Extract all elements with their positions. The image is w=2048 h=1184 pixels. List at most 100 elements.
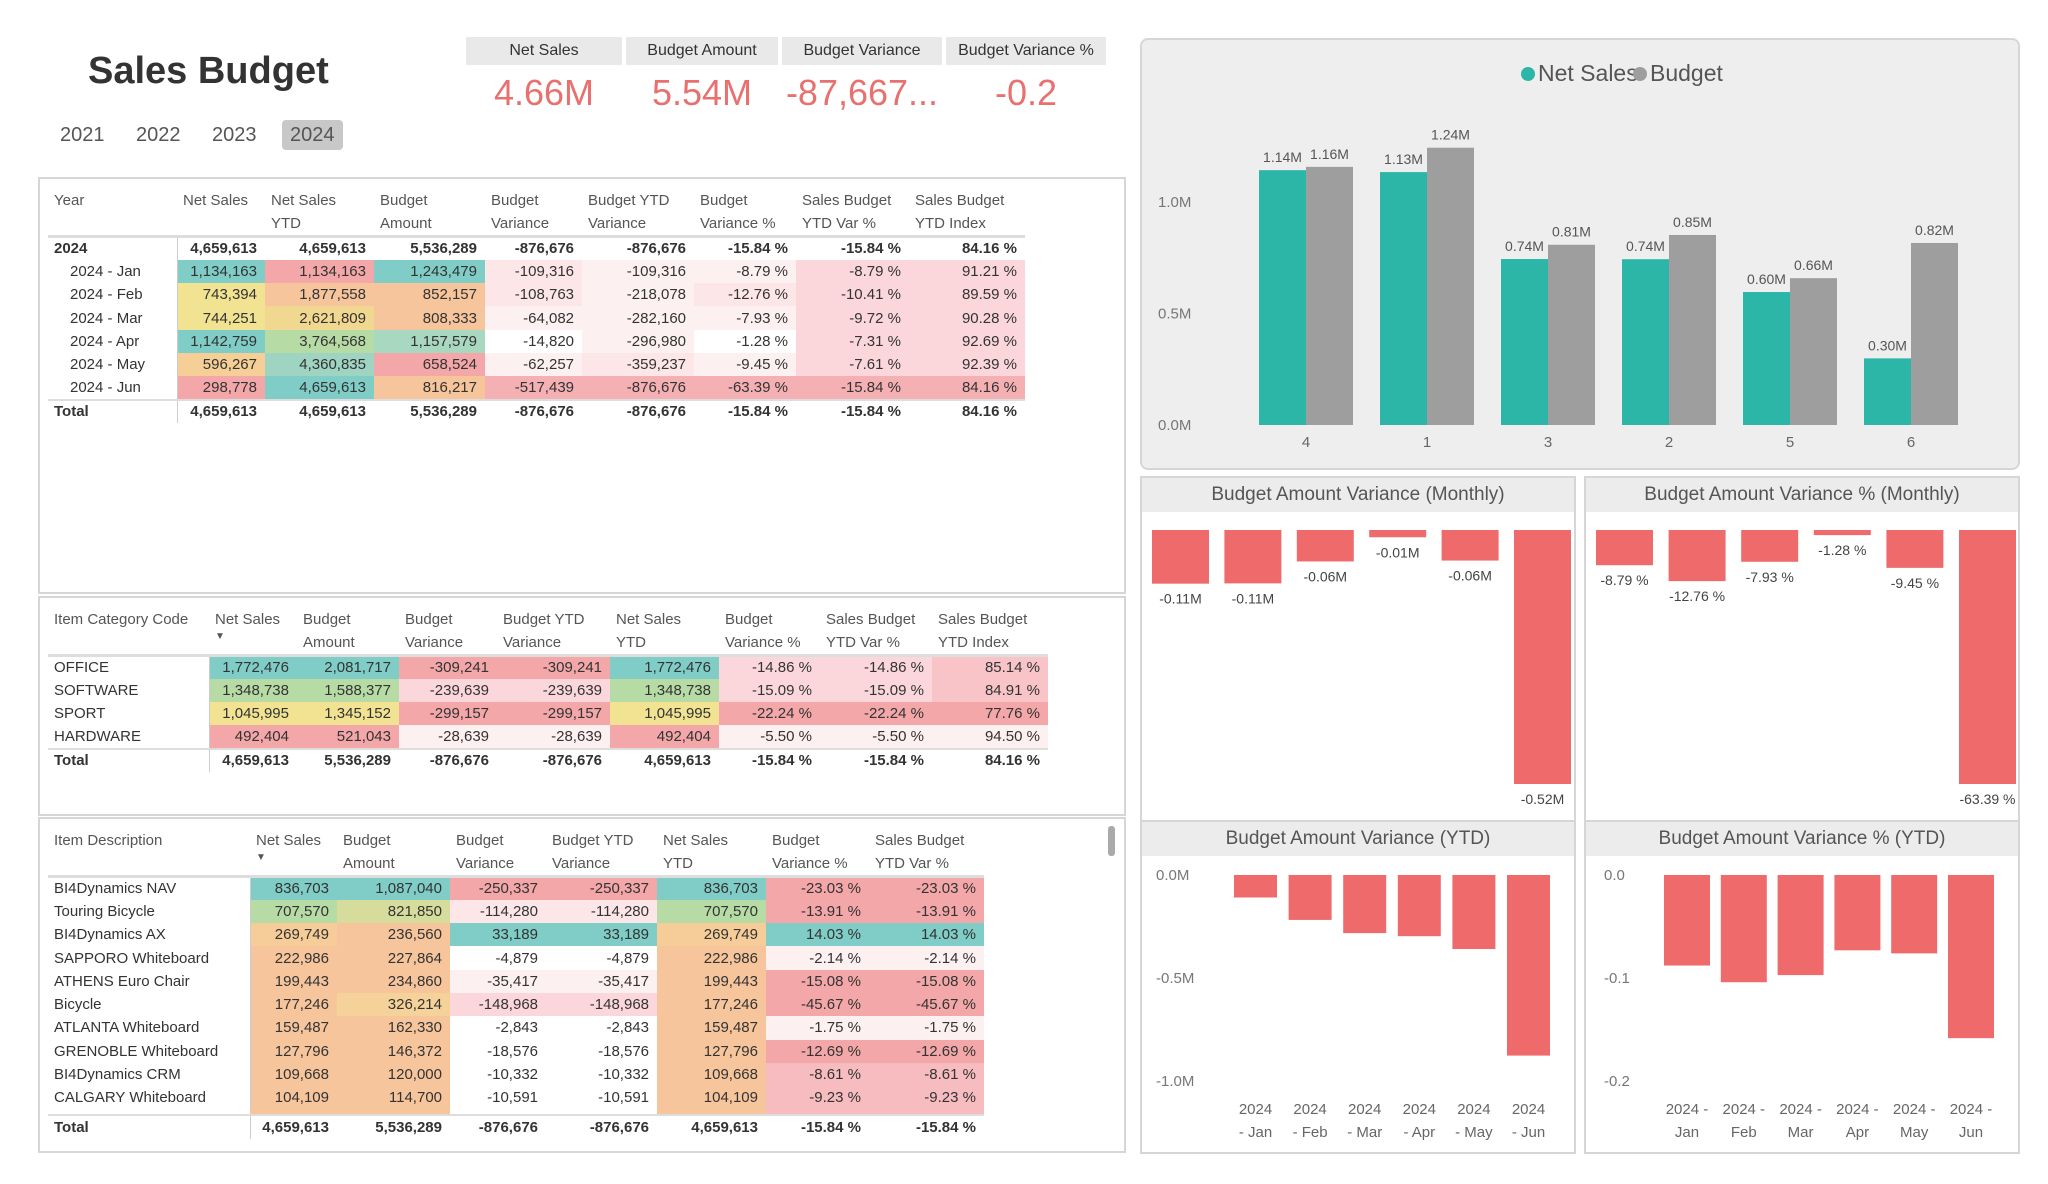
table-row[interactable]: ATHENS Euro Chair 199,443 234,860 -35,417 -3… xyxy=(48,969,984,993)
table-row[interactable]: Touring Bicycle 707,570 821,850 -114,280 -11… xyxy=(48,899,984,924)
sort-descending-icon[interactable]: ▼ xyxy=(215,631,225,642)
table-row[interactable]: OFFICE 1,772,476 2,081,717 -309,241 -309,241… xyxy=(48,655,1048,679)
column-header[interactable]: Budget Variance xyxy=(450,825,546,878)
table-cell: -148,968 xyxy=(546,992,657,1017)
column-header[interactable]: Budget YTD Variance xyxy=(582,185,694,238)
column-header[interactable]: Budget Amount xyxy=(337,825,450,878)
column-header[interactable]: Budget Variance % xyxy=(766,825,869,878)
column-header-label: Budget Variance xyxy=(405,611,464,651)
table-row[interactable]: HARDWARE 492,404 521,043 -28,639 -28,639 492,… xyxy=(48,725,1048,749)
table-cell: 199,443 xyxy=(250,969,337,993)
row-label: Total xyxy=(48,398,178,423)
column-header[interactable]: Net Sales YTD xyxy=(657,825,766,878)
column-header[interactable]: Sales Budget YTD Var % xyxy=(820,604,932,657)
x-tick-label: 2024- Jun xyxy=(1512,1101,1545,1141)
table-cell: 521,043 xyxy=(297,725,399,749)
table-cell: 4,659,613 xyxy=(190,240,257,258)
column-header[interactable]: Budget Variance % xyxy=(719,604,820,657)
table-cell: 92.69 % xyxy=(909,329,1025,353)
table-cell: 852,157 xyxy=(374,283,485,307)
column-header[interactable]: Net Sales YTD xyxy=(610,604,719,657)
column-header[interactable]: Item Description xyxy=(48,825,250,878)
table-cell: -876,676 xyxy=(582,398,694,423)
table-cell xyxy=(250,1109,337,1116)
row-label: 2024 - Mar xyxy=(48,306,178,330)
table-cell: -109,316 xyxy=(485,259,582,284)
table-cell: 1,134,163 xyxy=(265,259,374,284)
table-cell: -876,676 xyxy=(485,398,582,423)
table-row[interactable]: 2024 - Jun 298,778 4,659,613 816,217 -517,43… xyxy=(48,376,1025,400)
variance-bar xyxy=(1668,530,1726,582)
total-row[interactable]: Total 4,659,613 5,536,289 -876,676 -876,676 4… xyxy=(48,1114,984,1139)
row-label: Touring Bicycle xyxy=(48,899,251,924)
column-header[interactable]: Net Sales xyxy=(177,185,265,238)
column-header[interactable]: Budget Amount xyxy=(297,604,399,657)
table-row[interactable]: 2024 - Feb 743,394 1,877,558 852,157 -108,76… xyxy=(48,283,1025,307)
column-header[interactable]: Net Sales YTD xyxy=(265,185,374,238)
column-header[interactable]: Sales Budget YTD Index xyxy=(932,604,1048,657)
table-row[interactable]: BI4Dynamics NAV 836,703 1,087,040 -250,337-… xyxy=(48,876,984,900)
variance-ytd-chart: Budget Amount Variance (YTD) 0.0M -0.5M -1… xyxy=(1140,820,1576,1154)
data-label: -0.52M xyxy=(1521,791,1565,807)
item-table-scrollbar[interactable] xyxy=(1108,826,1115,856)
total-row[interactable]: 2024 4,659,613 4,659,613 5,536,289 -876,676 -… xyxy=(48,236,1025,260)
column-header[interactable]: Sales Budget YTD Index xyxy=(909,185,1025,238)
variance-bar xyxy=(1343,875,1387,934)
total-row[interactable]: Total 4,659,613 5,536,289 -876,676 -876,676 4… xyxy=(48,747,1048,772)
column-header[interactable]: Net Sales ▼ xyxy=(250,825,337,878)
column-header[interactable]: Net Sales ▼ xyxy=(209,604,297,657)
table-cell: 120,000 xyxy=(337,1062,450,1087)
column-header[interactable]: Item Category Code xyxy=(48,604,209,657)
column-header[interactable]: Sales Budget YTD Var % xyxy=(796,185,909,238)
variance-bar xyxy=(1596,530,1653,566)
column-header[interactable]: Budget Variance % xyxy=(694,185,796,238)
chart-title: Budget Amount Variance (YTD) xyxy=(1142,822,1574,856)
year-option-2024[interactable]: 2024 xyxy=(282,120,343,150)
table-header-row: Item Category Code Net Sales ▼ Budget Amoun… xyxy=(48,604,1048,657)
table-cell: -9.23 % xyxy=(869,1086,984,1110)
table-cell: -1.75 % xyxy=(869,1016,984,1040)
column-header-label: Budget YTD Variance xyxy=(503,611,585,651)
table-cell: 821,850 xyxy=(337,899,450,924)
table-cell: 326,214 xyxy=(337,992,450,1017)
year-option-2023[interactable]: 2023 xyxy=(212,124,257,146)
table-row[interactable]: BI4Dynamics CRM 109,668 120,000 -10,332 -10,… xyxy=(48,1062,984,1087)
table-row[interactable]: BI4Dynamics AX 269,749 236,560 33,189 33,189… xyxy=(48,923,984,947)
year-option-2022[interactable]: 2022 xyxy=(136,124,181,146)
budget-bar xyxy=(1548,244,1595,425)
variance-bar xyxy=(1441,530,1499,561)
table-cell: -63.39 % xyxy=(694,376,796,400)
row-label: OFFICE xyxy=(48,655,210,679)
table-row[interactable]: ATLANTA Whiteboard 159,487 162,330 -2,843 -2… xyxy=(48,1016,984,1040)
year-option-2021[interactable]: 2021 xyxy=(60,124,105,146)
column-header[interactable]: Budget YTD Variance xyxy=(546,825,657,878)
table-cell: -876,676 xyxy=(450,1114,546,1139)
table-cell: 1,243,479 xyxy=(374,259,485,284)
table-row[interactable]: SPORT 1,045,995 1,345,152 -299,157 -299,157 1… xyxy=(48,702,1048,726)
table-row[interactable]: SOFTWARE 1,348,738 1,588,377 -239,639 -239,6… xyxy=(48,678,1048,703)
table-row[interactable]: 2024 - Apr 1,142,759 3,764,568 1,157,579 -14… xyxy=(48,329,1025,353)
column-header[interactable]: Budget Variance xyxy=(399,604,497,657)
table-row[interactable]: 2024 - Mar 744,251 2,621,809 808,333 -64,082… xyxy=(48,306,1025,330)
column-header[interactable]: Budget Variance xyxy=(485,185,582,238)
column-header[interactable]: Budget Amount xyxy=(374,185,485,238)
row-label: BI4Dynamics NAV xyxy=(48,876,251,900)
table-row[interactable]: 2024 - May 596,267 4,360,835 658,524 -62,257… xyxy=(48,352,1025,377)
table-row[interactable]: GRENOBLE Whiteboard 127,796 146,372 -18,576… xyxy=(48,1039,984,1063)
table-cell: -239,639 xyxy=(497,678,610,703)
table-cell: -10.41 % xyxy=(796,283,909,307)
variance-bar xyxy=(1891,875,1938,954)
table-cell: -239,639 xyxy=(399,678,497,703)
column-header[interactable]: Year xyxy=(48,185,177,238)
column-header[interactable]: Sales Budget YTD Var % xyxy=(869,825,984,878)
sort-descending-icon[interactable]: ▼ xyxy=(256,852,266,863)
variance-bar xyxy=(1234,875,1277,898)
row-label: 2024 - Feb xyxy=(48,283,178,307)
total-row[interactable]: Total 4,659,613 4,659,613 5,536,289 -876,676… xyxy=(48,398,1025,423)
table-row[interactable]: CALGARY Whiteboard 104,109 114,700 -10,591-… xyxy=(48,1086,984,1110)
table-row[interactable]: 2024 - Jan 1,134,163 1,134,163 1,243,479 -10… xyxy=(48,259,1025,284)
table-cell: -2.14 % xyxy=(766,946,869,970)
column-header[interactable]: Budget YTD Variance xyxy=(497,604,610,657)
table-row[interactable]: SAPPORO Whiteboard 222,986 227,864 -4,879 -4… xyxy=(48,946,984,970)
table-row[interactable]: Bicycle 177,246 326,214 -148,968 -148,968 177… xyxy=(48,992,984,1017)
